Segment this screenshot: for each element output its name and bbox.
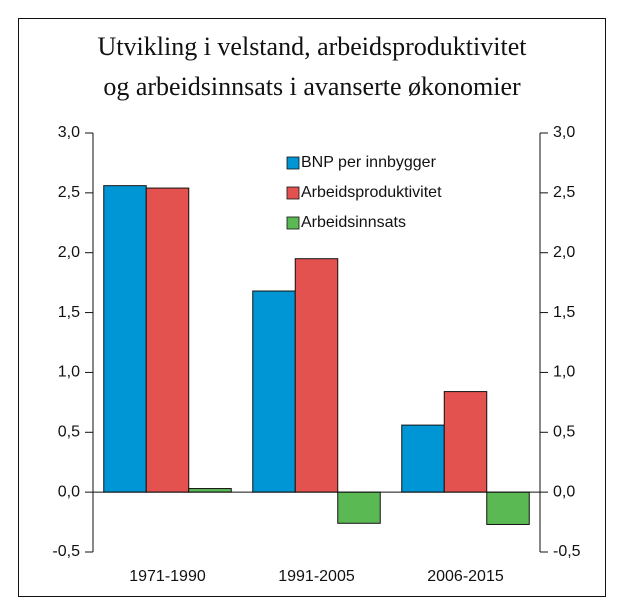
legend-swatch bbox=[286, 186, 300, 200]
y2-tick-label: 1,5 bbox=[553, 304, 575, 321]
x-tick-label: 1971-1990 bbox=[129, 568, 206, 585]
legend-swatch bbox=[286, 156, 300, 170]
y-tick-label: 1,0 bbox=[58, 364, 80, 381]
chart-title: og arbeidsinnsats i avanserte økonomier bbox=[103, 72, 521, 101]
y-tick-label: 2,0 bbox=[58, 244, 80, 261]
legend-label: Arbeidsproduktivitet bbox=[301, 184, 442, 201]
y2-tick-label: 3,0 bbox=[553, 124, 575, 141]
x-tick-label: 2006-2015 bbox=[427, 568, 504, 585]
x-tick-label: 1991-2005 bbox=[278, 568, 355, 585]
y-tick-label: 3,0 bbox=[58, 124, 80, 141]
bar bbox=[337, 491, 381, 524]
y2-tick-label: 2,0 bbox=[553, 244, 575, 261]
legend-label: Arbeidsinnsats bbox=[301, 214, 406, 231]
bar bbox=[103, 185, 147, 493]
y-tick-label: 0,0 bbox=[58, 483, 80, 500]
y2-tick-label: 1,0 bbox=[553, 364, 575, 381]
y2-tick-label: 2,5 bbox=[553, 184, 575, 201]
y-tick-label: 2,5 bbox=[58, 184, 80, 201]
legend-label: BNP per innbygger bbox=[301, 154, 437, 171]
y2-tick-label: -0,5 bbox=[553, 543, 581, 560]
frame bbox=[18, 18, 606, 597]
bar bbox=[252, 290, 296, 493]
legend-swatch bbox=[286, 216, 300, 230]
y-tick-label: 0,5 bbox=[58, 424, 80, 441]
bar bbox=[145, 187, 190, 493]
y2-tick-label: 0,5 bbox=[553, 424, 575, 441]
bar bbox=[443, 391, 488, 493]
y-tick-label: 1,5 bbox=[58, 304, 80, 321]
bar bbox=[401, 424, 445, 493]
bar bbox=[188, 488, 232, 493]
bar bbox=[486, 491, 530, 525]
chart-title: Utvikling i velstand, arbeidsproduktivit… bbox=[98, 32, 528, 61]
y2-tick-label: 0,0 bbox=[553, 483, 575, 500]
y-tick-label: -0,5 bbox=[52, 543, 80, 560]
bar bbox=[294, 258, 339, 493]
